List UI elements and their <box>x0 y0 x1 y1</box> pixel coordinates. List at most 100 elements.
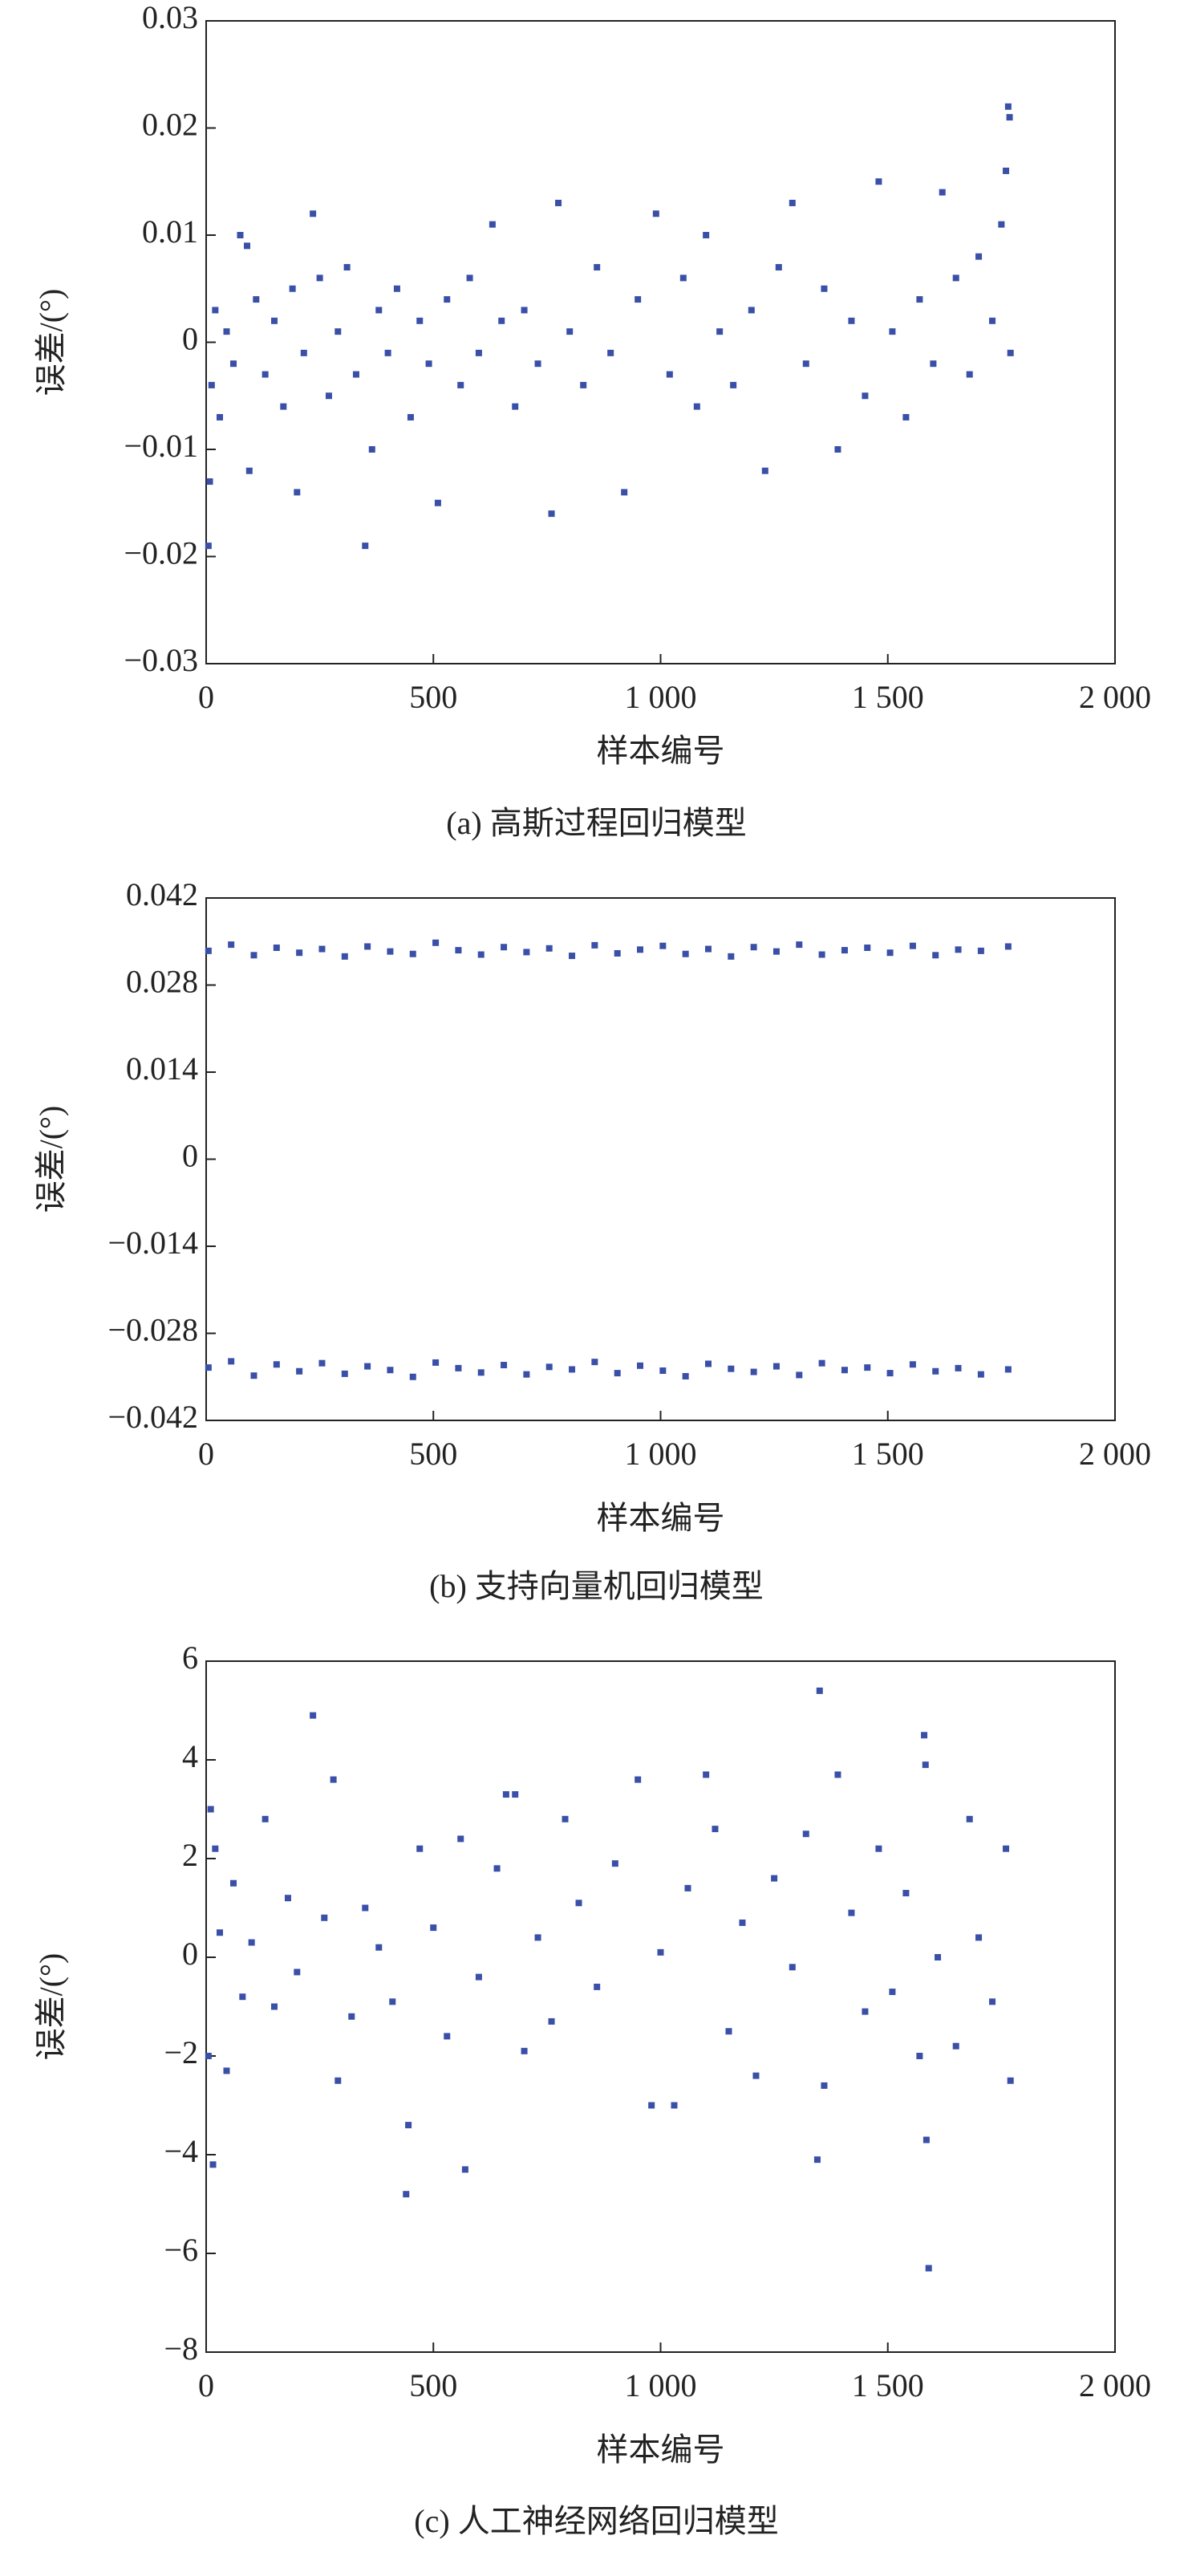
point <box>294 1969 301 1976</box>
point <box>289 285 296 292</box>
x-tick-label: 2 000 <box>1079 1436 1151 1472</box>
point <box>889 1989 896 1996</box>
point <box>989 1998 996 2005</box>
point <box>772 1363 780 1370</box>
point <box>262 371 269 378</box>
point <box>580 381 587 388</box>
point <box>330 1776 337 1783</box>
point <box>502 1791 509 1798</box>
point <box>886 1370 894 1377</box>
point <box>818 1359 825 1367</box>
point <box>243 242 250 250</box>
point <box>789 1964 796 1971</box>
point <box>521 2047 528 2054</box>
point <box>407 413 414 421</box>
point <box>909 942 916 949</box>
y-tick-label: −0.014 <box>107 1225 198 1261</box>
point <box>939 189 946 196</box>
point <box>841 947 848 954</box>
point <box>1004 103 1012 110</box>
point <box>952 274 959 282</box>
point <box>270 317 278 324</box>
point <box>284 1895 291 1902</box>
point <box>405 2122 412 2129</box>
point <box>821 285 828 292</box>
point <box>375 307 383 314</box>
point <box>250 952 257 959</box>
point <box>352 371 359 378</box>
point <box>566 328 574 335</box>
point <box>318 1359 326 1367</box>
point <box>229 360 237 368</box>
point <box>457 381 464 388</box>
point <box>457 1835 464 1843</box>
y-tick-label: 0.028 <box>126 964 198 1000</box>
point <box>818 951 825 958</box>
point <box>212 1845 219 1852</box>
point <box>916 296 923 303</box>
point <box>802 1830 809 1838</box>
point <box>728 953 735 960</box>
point <box>387 1367 394 1374</box>
point <box>716 328 724 335</box>
point <box>902 1890 910 1897</box>
plot-frame <box>205 1660 1116 2353</box>
point <box>796 941 803 949</box>
x-tick-label: 500 <box>409 2367 457 2403</box>
point <box>932 952 939 959</box>
y-tick-label: 0.01 <box>142 213 198 250</box>
point <box>548 2017 555 2025</box>
point <box>432 939 440 946</box>
point <box>389 1998 396 2005</box>
point <box>684 1884 691 1891</box>
point <box>955 946 962 953</box>
y-tick-label: −0.02 <box>124 535 198 571</box>
point <box>364 1363 371 1370</box>
point <box>393 285 400 292</box>
point <box>966 1815 973 1822</box>
point <box>998 221 1005 228</box>
point <box>208 381 215 388</box>
point <box>318 945 326 953</box>
point <box>750 944 757 951</box>
point <box>461 2166 468 2173</box>
point <box>501 944 508 951</box>
point <box>569 1366 576 1373</box>
point <box>216 413 223 421</box>
point <box>384 349 391 356</box>
point <box>611 1860 618 1867</box>
point <box>248 1939 255 1946</box>
point <box>775 264 782 271</box>
point <box>280 403 287 410</box>
point <box>205 542 212 550</box>
x-axis-label: 样本编号 <box>597 1500 725 1536</box>
point <box>935 1954 942 1960</box>
point <box>813 2156 821 2164</box>
point <box>430 1924 437 1932</box>
point <box>930 360 937 368</box>
point <box>637 1362 644 1369</box>
point <box>607 349 614 356</box>
point <box>296 949 303 957</box>
point <box>523 1371 530 1378</box>
point <box>335 328 342 335</box>
point <box>512 1791 519 1798</box>
point <box>761 467 768 474</box>
point <box>455 1364 462 1371</box>
point <box>966 371 973 378</box>
point <box>475 1973 482 1981</box>
x-axis-label: 样本编号 <box>597 733 725 769</box>
y-tick-label: 0.042 <box>126 876 198 912</box>
point <box>703 1771 710 1778</box>
point <box>977 1371 984 1378</box>
point <box>666 371 673 378</box>
point <box>569 953 576 960</box>
y-tick-label: −0.028 <box>107 1312 198 1348</box>
point <box>875 1845 882 1852</box>
point <box>300 349 307 356</box>
y-tick-label: 0 <box>182 1138 198 1174</box>
point <box>310 210 317 217</box>
x-tick-label: 1 500 <box>852 2367 924 2403</box>
point <box>534 360 541 368</box>
